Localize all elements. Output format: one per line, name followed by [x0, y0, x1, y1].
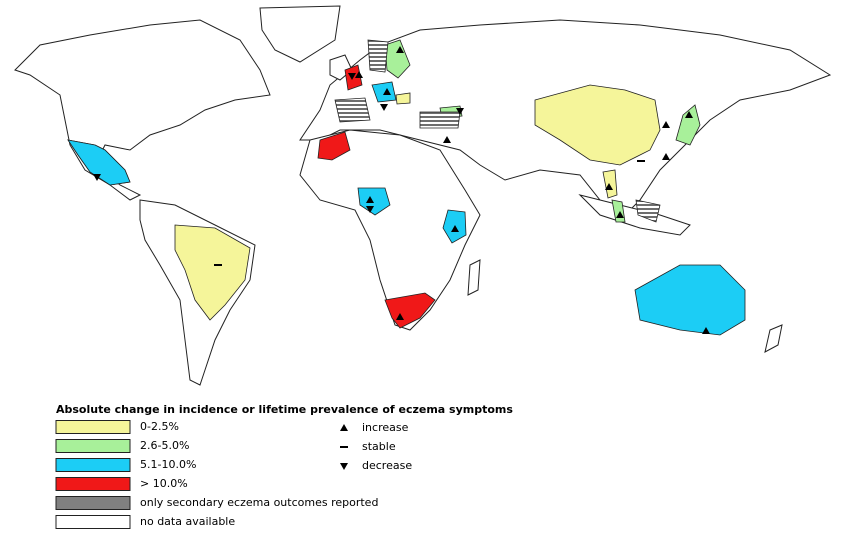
- legend-swatch: [55, 477, 131, 491]
- legend-label: decrease: [362, 459, 412, 472]
- legend-label: > 10.0%: [140, 477, 188, 490]
- legend-swatch: [55, 439, 131, 453]
- country-region: [384, 39, 411, 79]
- legend-symbol: [340, 463, 348, 470]
- country-region: [344, 64, 363, 91]
- legend-symbol: [340, 446, 348, 448]
- country-region: [675, 104, 701, 146]
- legend-label: 2.6-5.0%: [140, 439, 189, 452]
- legend-label: only secondary eczema outcomes reported: [140, 496, 378, 509]
- legend-title: Absolute change in incidence or lifetime…: [56, 403, 513, 416]
- legend-label: no data available: [140, 515, 235, 528]
- legend-swatch: [55, 458, 131, 472]
- legend-label: stable: [362, 440, 396, 453]
- country-region: [174, 224, 251, 321]
- country-region: [67, 139, 131, 186]
- country-region: [534, 84, 661, 166]
- legend-swatch: [55, 496, 131, 510]
- country-region: [357, 187, 391, 216]
- world-map: [14, 5, 832, 386]
- legend-label: 0-2.5%: [140, 420, 179, 433]
- legend-label: 5.1-10.0%: [140, 458, 196, 471]
- legend: Absolute change in incidence or lifetime…: [55, 403, 513, 529]
- legend-swatch: [55, 515, 131, 529]
- country-region: [317, 131, 351, 161]
- legend-symbol: [340, 424, 348, 431]
- country-region: [634, 264, 746, 336]
- country-region: [395, 92, 411, 105]
- legend-swatch: [55, 420, 131, 434]
- country-region: [371, 81, 397, 103]
- legend-label: increase: [362, 421, 409, 434]
